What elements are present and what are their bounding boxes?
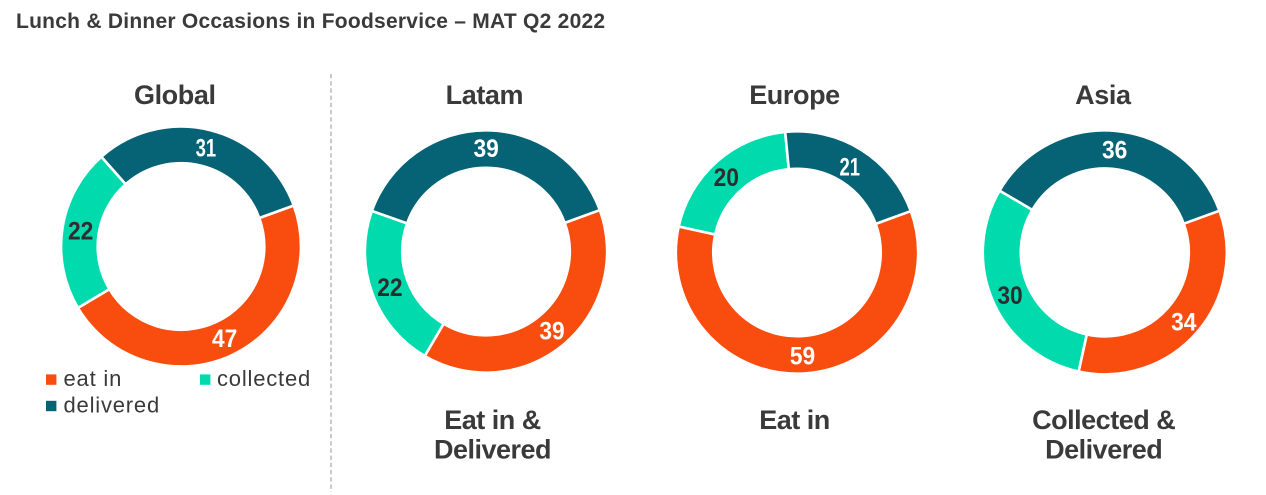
svg-text:30: 30: [997, 282, 1022, 310]
svg-text:Collected &: Collected &: [1032, 405, 1175, 435]
svg-text:Eat in &: Eat in &: [444, 405, 541, 435]
svg-text:22: 22: [68, 218, 93, 246]
svg-text:39: 39: [539, 317, 564, 345]
svg-text:Europe: Europe: [749, 80, 840, 110]
svg-text:delivered: delivered: [64, 392, 160, 417]
svg-text:eat in: eat in: [64, 366, 123, 391]
svg-text:36: 36: [1102, 136, 1127, 164]
svg-text:Latam: Latam: [446, 80, 524, 110]
svg-text:Global: Global: [134, 80, 216, 110]
svg-text:47: 47: [212, 325, 237, 353]
svg-text:collected: collected: [217, 366, 311, 391]
svg-text:22: 22: [377, 274, 402, 302]
svg-text:Delivered: Delivered: [434, 435, 551, 465]
svg-text:59: 59: [790, 343, 815, 371]
svg-text:Asia: Asia: [1075, 80, 1132, 110]
svg-text:Eat in: Eat in: [759, 405, 830, 435]
svg-text:20: 20: [714, 164, 739, 192]
svg-text:Delivered: Delivered: [1045, 435, 1162, 465]
svg-text:31: 31: [196, 135, 217, 163]
svg-text:21: 21: [840, 154, 861, 182]
svg-text:Lunch & Dinner Occasions in Fo: Lunch & Dinner Occasions in Foodservice …: [16, 10, 605, 33]
svg-text:34: 34: [1171, 309, 1196, 337]
svg-text:39: 39: [473, 135, 498, 163]
